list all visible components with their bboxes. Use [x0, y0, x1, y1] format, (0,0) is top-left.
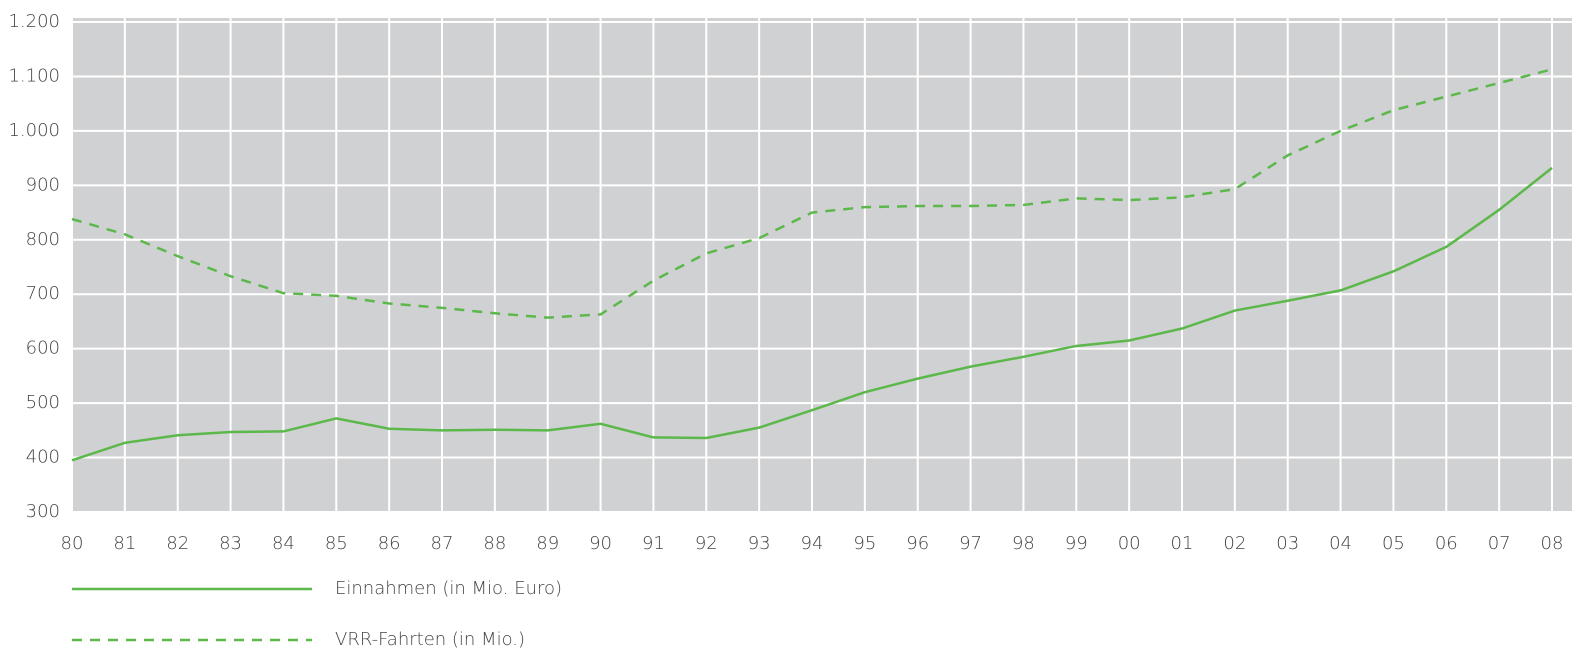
x-tick-label: 90	[589, 533, 612, 554]
x-tick-label: 86	[378, 533, 401, 554]
x-tick-label: 98	[1012, 533, 1035, 554]
y-tick-label: 300	[26, 501, 60, 522]
x-tick-label: 00	[1118, 533, 1141, 554]
y-tick-label: 900	[26, 174, 60, 195]
y-tick-label: 400	[26, 447, 60, 468]
x-tick-label: 97	[959, 533, 982, 554]
legend-label: Einnahmen (in Mio. Euro)	[335, 578, 562, 599]
x-tick-label: 89	[536, 533, 559, 554]
y-tick-label: 500	[26, 392, 60, 413]
x-tick-label: 02	[1223, 533, 1246, 554]
x-tick-label: 08	[1541, 533, 1564, 554]
y-tick-label: 600	[26, 338, 60, 359]
x-tick-label: 95	[853, 533, 876, 554]
x-tick-label: 81	[113, 533, 136, 554]
x-tick-label: 94	[801, 533, 824, 554]
x-tick-label: 83	[219, 533, 242, 554]
y-tick-label: 1.100	[8, 65, 60, 86]
y-tick-label: 1.200	[8, 11, 60, 32]
x-tick-label: 99	[1065, 533, 1088, 554]
x-tick-label: 84	[272, 533, 295, 554]
x-tick-label: 88	[483, 533, 506, 554]
x-tick-label: 80	[61, 533, 84, 554]
x-tick-label: 05	[1382, 533, 1405, 554]
x-tick-label: 87	[431, 533, 454, 554]
x-tick-label: 85	[325, 533, 348, 554]
x-tick-label: 06	[1435, 533, 1458, 554]
x-tick-label: 01	[1171, 533, 1194, 554]
x-tick-label: 07	[1488, 533, 1511, 554]
y-tick-label: 1.000	[8, 120, 60, 141]
x-tick-label: 96	[906, 533, 929, 554]
legend-label: VRR-Fahrten (in Mio.)	[335, 629, 525, 650]
x-tick-label: 04	[1329, 533, 1352, 554]
y-tick-label: 700	[26, 283, 60, 304]
x-tick-label: 92	[695, 533, 718, 554]
series-line	[71, 68, 1553, 319]
x-tick-label: 91	[642, 533, 665, 554]
y-tick-label: 800	[26, 229, 60, 250]
x-tick-label: 82	[166, 533, 189, 554]
series-line	[71, 166, 1553, 462]
x-tick-label: 93	[748, 533, 771, 554]
x-tick-label: 03	[1276, 533, 1299, 554]
plot-area	[72, 18, 1572, 512]
